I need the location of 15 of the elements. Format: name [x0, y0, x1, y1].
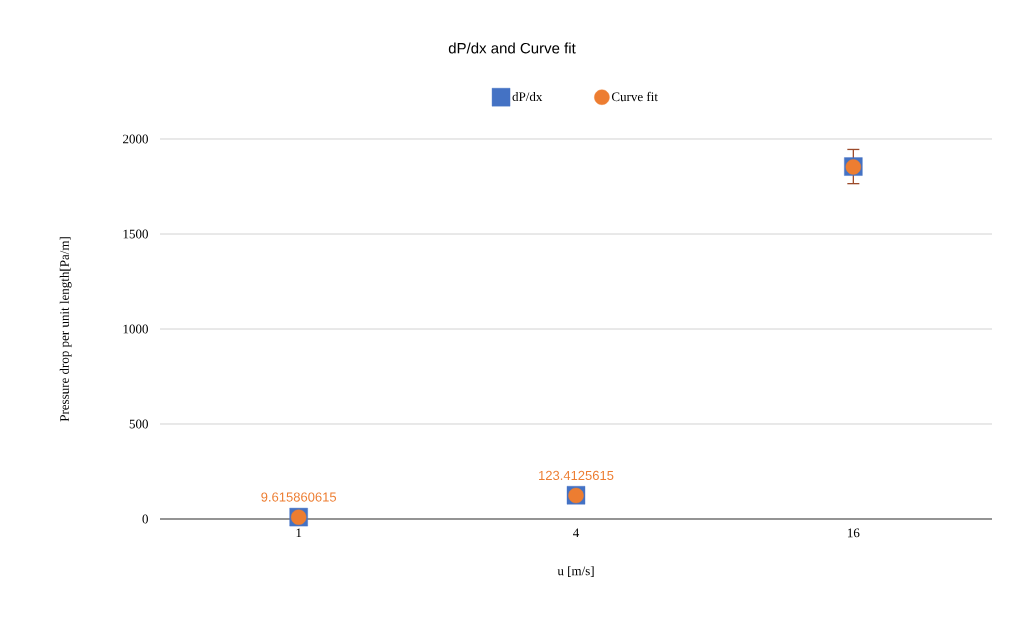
y-tick-label: 2000 [123, 134, 148, 144]
y-tick-label: 500 [129, 419, 148, 429]
chart-title: dP/dx and Curve fit [448, 42, 576, 54]
x-axis-title: u [m/s] [557, 566, 594, 577]
x-tick-label: 4 [573, 528, 580, 538]
legend-label: Curve fit [611, 91, 658, 102]
x-tick-label: 16 [847, 528, 860, 538]
data-label: 123.4125615 [539, 470, 614, 481]
x-tick-label: 1 [296, 528, 302, 538]
y-axis-title: Pressure drop per unit length[Pa/m] [59, 237, 72, 422]
y-tick-label: 1500 [123, 229, 148, 239]
legend-label: dP/dx [512, 91, 543, 102]
y-tick-label: 0 [142, 514, 148, 524]
y-tick-label: 1000 [123, 324, 148, 334]
data-label: 9.615860615 [261, 492, 337, 502]
